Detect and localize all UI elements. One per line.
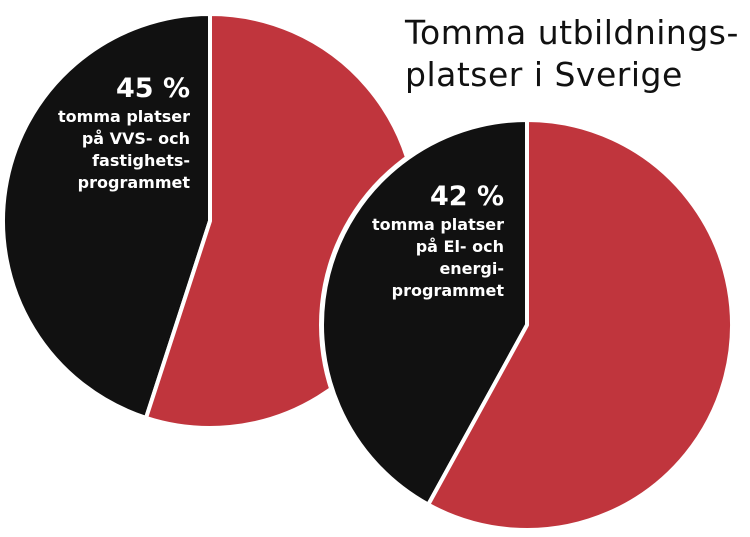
chart-title: Tomma utbildnings- platser i Sverige <box>405 12 739 96</box>
pie2-label-line: programmet <box>391 281 504 300</box>
pie2-label-line: tomma platser <box>372 215 504 234</box>
pie2-percent-label: 42 % <box>429 181 504 212</box>
title-line-1: Tomma utbildnings- <box>405 13 739 52</box>
pie-slice-other <box>426 118 734 532</box>
pie1-label-line: fastighets- <box>92 151 190 170</box>
pie-slice-empty-places <box>1 12 212 420</box>
pie-2 <box>319 117 735 533</box>
pie1-percent-label: 45 % <box>115 73 190 104</box>
pie2-annotation: 42 % tomma platser på El- och energi- pr… <box>372 180 504 302</box>
pie-slice-empty-places <box>320 118 529 507</box>
title-line-2: platser i Sverige <box>405 55 683 94</box>
pie2-label-line: på El- och <box>415 237 504 256</box>
pie1-label-line: på VVS- och <box>81 129 190 148</box>
pie1-annotation: 45 % tomma platser på VVS- och fastighet… <box>58 72 190 194</box>
pie-1 <box>0 11 420 431</box>
pie1-label-line: tomma platser <box>58 107 190 126</box>
pie1-label-line: programmet <box>77 173 190 192</box>
pie2-label-line: energi- <box>439 259 504 278</box>
